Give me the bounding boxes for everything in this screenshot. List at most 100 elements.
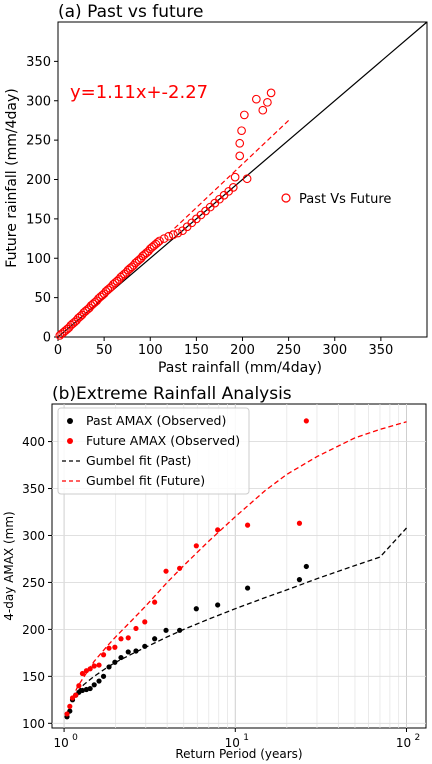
past-vs-future-point [237, 126, 246, 136]
legend-marker-past [67, 418, 73, 424]
panel-a-xtick-label: 350 [368, 343, 393, 358]
panel-b-xtick-exponent: 2 [414, 733, 420, 743]
past-amax-point [79, 687, 86, 694]
legend-label-past: Past AMAX (Observed) [86, 413, 226, 428]
legend-label-gumbel-past: Gumbel fit (Past) [86, 453, 191, 468]
past-amax-point [106, 664, 112, 670]
future-amax-point [100, 652, 107, 658]
past-amax-point [152, 636, 158, 642]
panel-b-extreme-rainfall: (b)Extreme Rainfall Analysis 10 0 10 1 10 210… [2, 384, 427, 761]
future-amax-point [163, 568, 169, 574]
panel-b-xtick-exponent: 0 [72, 733, 78, 743]
panel-a-ytick-label: 0 [43, 331, 51, 346]
past-amax-point [177, 627, 183, 633]
past-amax-point [87, 685, 93, 692]
panel-b-title: (b)Extreme Rainfall Analysis [52, 384, 292, 404]
panel-a-ylabel: Future rainfall (mm/4day) [4, 88, 20, 267]
legend-label-gumbel-future: Gumbel fit (Future) [86, 473, 205, 488]
panel-a-title: (a) Past vs future [58, 2, 204, 22]
past-amax-point [118, 654, 124, 661]
future-amax-point [76, 683, 82, 689]
past-vs-future-point [153, 238, 162, 247]
past-amax-point [112, 659, 118, 665]
past-vs-future-point [263, 97, 272, 107]
panel-b-ytick-label: 250 [22, 576, 45, 590]
future-amax-point [142, 619, 148, 625]
past-vs-future-point [239, 110, 249, 120]
past-vs-future-point [164, 231, 174, 241]
future-amax-point [67, 703, 73, 710]
panel-b-points [64, 418, 309, 720]
past-vs-future-point [159, 234, 169, 243]
panel-a-xtick-label: 250 [276, 343, 301, 358]
panel-a-ytick-label: 350 [26, 55, 51, 70]
panel-a-past-vs-future: (a) Past vs future 0 50 100 150 200 250 300 350… [4, 2, 428, 376]
panel-b-xtick-exponent: 1 [243, 733, 249, 743]
past-amax-point [163, 627, 169, 633]
future-amax-point [91, 663, 97, 669]
future-amax-point [79, 670, 86, 677]
legend-marker-future [67, 438, 73, 444]
future-amax-point [296, 520, 303, 526]
panel-b-xtick-base: 10 [225, 736, 240, 750]
panel-a-ticks: 0 50 100 150 200 250 300 350 0 50 100 150 200 250 300 3… [26, 55, 393, 358]
future-amax-point [177, 565, 183, 571]
past-amax-point [100, 673, 107, 679]
panel-a-xtick-label: 0 [54, 343, 62, 358]
panel-a-legend-marker [281, 193, 291, 203]
panel-a-xtick-label: 50 [96, 343, 113, 358]
future-amax-point [87, 666, 93, 672]
panel-b-ytick-label: 100 [22, 717, 45, 731]
panel-a-points [55, 88, 276, 340]
panel-b-ytick-label: 150 [22, 670, 45, 684]
past-vs-future-point [242, 174, 252, 184]
future-amax-point [96, 662, 102, 668]
past-amax-point [244, 585, 251, 591]
past-vs-future-point [258, 105, 268, 115]
panel-a-xlabel: Past rainfall (mm/4day) [158, 360, 322, 376]
panel-b-fit-lines [71, 421, 407, 699]
panel-b-xtick-base: 10 [396, 736, 411, 750]
past-amax-point [193, 606, 199, 612]
panel-b-ytick-label: 200 [22, 623, 45, 637]
past-vs-future-point [235, 151, 245, 161]
future-amax-point [193, 543, 199, 549]
past-vs-future-point [168, 230, 178, 239]
past-amax-point [91, 682, 97, 688]
future-amax-point [118, 636, 124, 642]
panel-a-ytick-label: 100 [26, 252, 51, 267]
panel-a-ytick-label: 50 [34, 291, 51, 306]
regression-fit-line [168, 120, 290, 235]
past-vs-future-point [228, 183, 238, 192]
legend-box [57, 407, 250, 495]
panel-b-ytick-label: 400 [22, 435, 45, 449]
panel-a-xtick-label: 300 [322, 343, 347, 358]
panel-a-ytick-label: 150 [26, 212, 51, 227]
past-amax-point [296, 577, 303, 583]
legend-label-future: Future AMAX (Observed) [86, 433, 240, 448]
future-amax-point [244, 522, 251, 528]
panel-b-legend: Past AMAX (Observed) Future AMAX (Observ… [57, 407, 250, 495]
panel-a-xtick-label: 100 [138, 343, 163, 358]
future-amax-point [106, 645, 112, 651]
future-amax-point [152, 599, 158, 605]
future-amax-point [125, 635, 131, 641]
past-amax-point [96, 678, 102, 684]
amax-extreme-point [303, 563, 309, 570]
future-amax-point [73, 692, 79, 698]
past-vs-future-point [173, 228, 183, 238]
gumbel-fit-past-line [71, 527, 407, 699]
past-amax-point [125, 649, 131, 655]
panel-a-ytick-label: 300 [26, 94, 51, 109]
panel-a-xtick-label: 200 [230, 343, 255, 358]
panel-b-ylabel: 4-day AMAX (mm) [2, 511, 16, 620]
gumbel-fit-future-line [71, 421, 407, 699]
past-vs-future-point [155, 236, 164, 246]
panel-a-ytick-label: 250 [26, 134, 51, 149]
past-amax-point [142, 643, 148, 649]
past-vs-future-point [266, 88, 276, 98]
future-amax-point [112, 644, 118, 650]
future-amax-point [64, 711, 70, 717]
